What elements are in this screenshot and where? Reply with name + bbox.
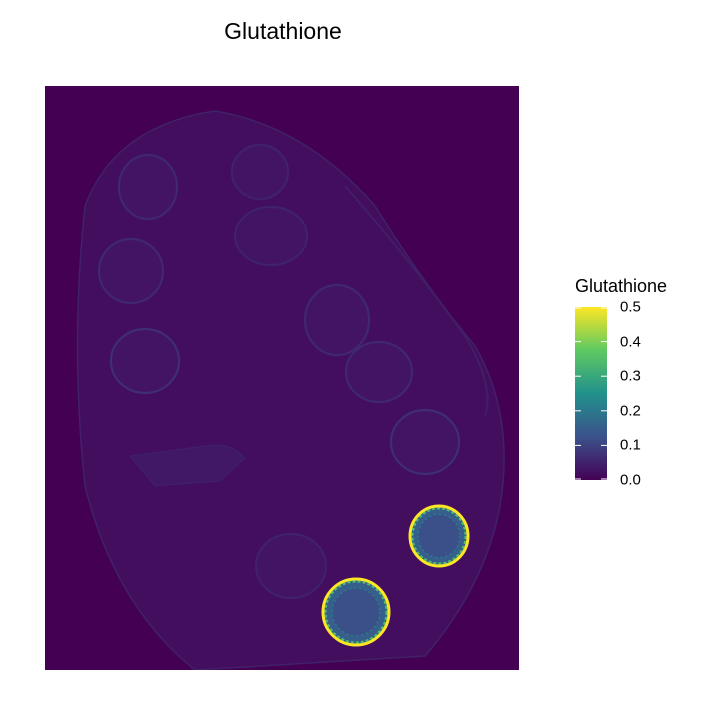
hot-disc-core	[417, 513, 461, 559]
legend-tick-label: 0.4	[620, 333, 641, 351]
legend-tick-label: 0.5	[620, 298, 641, 316]
tissue-patch	[129, 444, 246, 487]
heatmap-image	[45, 86, 519, 671]
legend-tick-label: 0.2	[620, 402, 641, 420]
ring-structure	[254, 532, 328, 600]
colorbar-gradient	[575, 307, 607, 480]
ring-structure	[303, 283, 371, 357]
ring-structure	[389, 408, 461, 476]
tissue-edge-band	[344, 185, 489, 417]
hot-disc-core	[331, 587, 381, 637]
heatmap-panel	[45, 86, 519, 671]
ring-structure	[230, 143, 290, 201]
chart-title: Glutathione	[224, 18, 342, 44]
ring-structure	[344, 340, 414, 404]
legend-tick-label: 0.3	[620, 367, 641, 385]
colorbar	[575, 307, 607, 480]
legend-tick-label: 0.1	[620, 436, 641, 454]
ring-structure	[109, 327, 181, 395]
legend-tick-label: 0.0	[620, 471, 641, 489]
ring-structure	[233, 205, 309, 267]
hot-disc-rim	[411, 507, 467, 565]
ring-structure	[97, 237, 165, 305]
legend-title: Glutathione	[575, 276, 668, 296]
hot-disc-rim	[324, 580, 388, 644]
tissue-outline	[76, 110, 505, 671]
ring-structure	[117, 153, 179, 221]
